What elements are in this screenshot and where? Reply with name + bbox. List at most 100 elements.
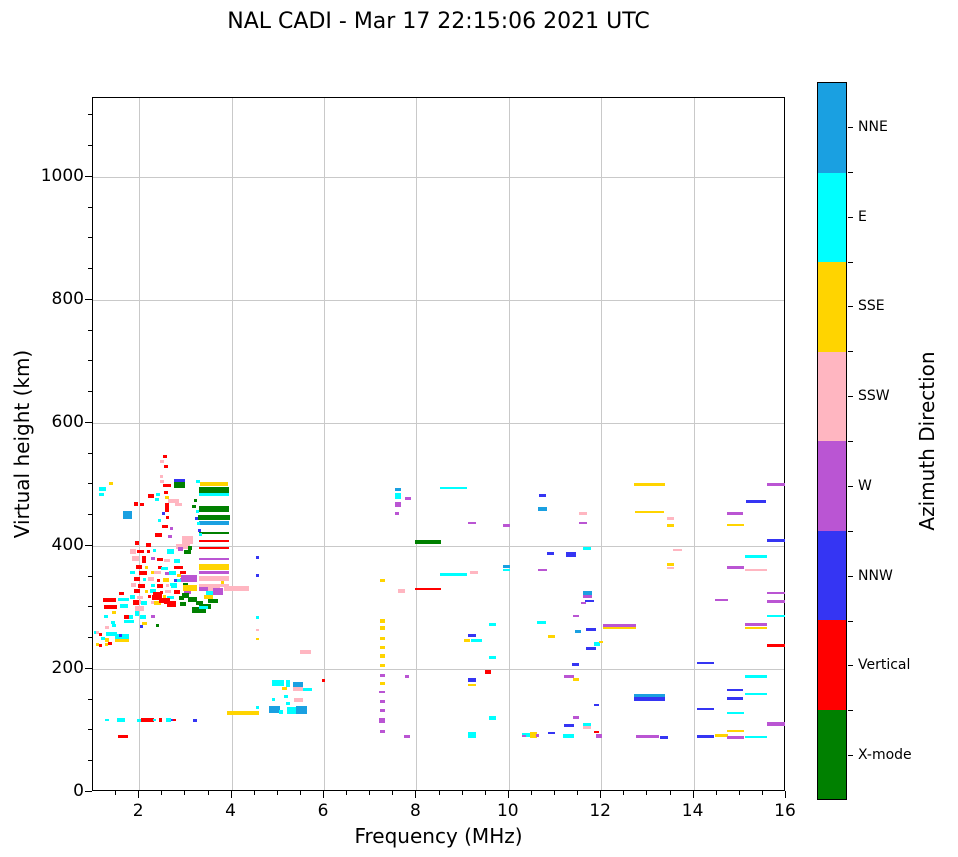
data-mark-V bbox=[137, 549, 144, 554]
data-mark-SSW bbox=[578, 511, 587, 515]
data-mark-SSE bbox=[464, 639, 470, 643]
data-mark-V bbox=[156, 578, 161, 582]
data-mark-E bbox=[134, 610, 140, 616]
colorbar-boundary-tick bbox=[848, 261, 853, 263]
colorbar-boundary-tick bbox=[848, 171, 853, 173]
data-mark-NNW bbox=[563, 724, 574, 728]
data-mark-E bbox=[136, 719, 142, 723]
colorbar-boundary-tick bbox=[848, 620, 853, 622]
data-mark-X bbox=[179, 601, 187, 606]
data-mark-E bbox=[256, 706, 260, 710]
data-mark-NNW bbox=[696, 661, 714, 665]
x-tick-label: 8 bbox=[409, 801, 421, 821]
data-mark-X bbox=[195, 601, 203, 605]
data-mark-W bbox=[578, 521, 587, 525]
data-mark-V bbox=[164, 503, 170, 513]
data-mark-X bbox=[178, 596, 185, 601]
x-minor-tick bbox=[115, 791, 117, 795]
data-mark-SSE bbox=[162, 595, 167, 599]
data-mark-E bbox=[139, 615, 147, 620]
y-major-tick bbox=[85, 175, 92, 177]
data-mark-E bbox=[149, 588, 157, 593]
data-mark-NNW bbox=[255, 573, 260, 577]
data-mark-SSW bbox=[163, 558, 171, 562]
data-mark-SSW bbox=[255, 628, 259, 632]
data-mark-V bbox=[156, 557, 164, 562]
data-mark-V bbox=[173, 718, 177, 722]
data-mark-V bbox=[164, 490, 168, 494]
data-mark-W bbox=[766, 482, 786, 486]
data-mark-E bbox=[284, 695, 288, 699]
data-mark-V bbox=[153, 592, 163, 599]
data-mark-W bbox=[178, 547, 184, 551]
data-mark-V bbox=[164, 464, 168, 469]
data-mark-E bbox=[285, 680, 291, 688]
data-mark-V bbox=[147, 595, 151, 599]
data-mark-SSW bbox=[166, 583, 170, 587]
data-mark-SSE bbox=[379, 636, 385, 640]
gridline-x bbox=[693, 98, 695, 790]
data-mark-SSE bbox=[715, 733, 728, 738]
y-major-tick bbox=[85, 667, 92, 669]
data-mark-V bbox=[141, 718, 154, 722]
data-mark-NNW bbox=[546, 552, 554, 555]
data-mark-SSE bbox=[379, 645, 385, 649]
data-mark-E bbox=[536, 620, 546, 624]
data-mark-V bbox=[321, 679, 325, 683]
x-minor-tick bbox=[161, 791, 163, 795]
data-mark-E bbox=[169, 583, 178, 587]
data-mark-E bbox=[583, 546, 592, 550]
y-minor-tick bbox=[88, 483, 92, 485]
data-mark-SSE bbox=[198, 564, 230, 570]
data-mark-SSE bbox=[142, 621, 148, 625]
x-minor-tick bbox=[669, 791, 671, 795]
data-mark-NNW bbox=[586, 628, 596, 632]
data-mark-W bbox=[394, 512, 400, 516]
y-minor-tick bbox=[88, 514, 92, 516]
data-mark-NNW bbox=[194, 517, 199, 521]
data-mark-SSE bbox=[220, 581, 225, 585]
data-mark-E bbox=[467, 732, 476, 739]
data-mark-SSW bbox=[154, 571, 161, 575]
data-mark-W bbox=[151, 556, 155, 560]
data-mark-X bbox=[198, 486, 230, 490]
colorbar-category-label: E bbox=[858, 208, 867, 225]
data-mark-V bbox=[158, 718, 163, 722]
data-mark-W bbox=[405, 496, 412, 501]
data-mark-X bbox=[174, 481, 186, 489]
x-minor-tick bbox=[461, 791, 463, 795]
data-mark-V bbox=[133, 600, 139, 605]
data-mark-V bbox=[118, 734, 128, 739]
data-mark-W bbox=[522, 734, 526, 738]
data-mark-SSE bbox=[227, 711, 259, 716]
data-mark-SSW bbox=[673, 548, 682, 551]
data-mark-NNE bbox=[123, 510, 133, 520]
data-mark-SSW bbox=[159, 474, 164, 478]
data-mark-NNW bbox=[586, 647, 596, 651]
x-major-tick bbox=[600, 791, 602, 798]
x-tick-label: 6 bbox=[317, 801, 329, 821]
data-mark-E bbox=[111, 620, 116, 624]
data-mark-NNW bbox=[548, 731, 555, 735]
colorbar-tick bbox=[848, 755, 853, 757]
data-mark-SSW bbox=[136, 595, 144, 600]
data-mark-E bbox=[593, 641, 600, 646]
data-mark-NNW bbox=[538, 493, 547, 497]
y-minor-tick bbox=[88, 606, 92, 608]
colorbar-category-label: SSE bbox=[858, 298, 885, 315]
data-mark-E bbox=[271, 698, 275, 702]
y-tick-label: 400 bbox=[51, 534, 84, 555]
data-mark-V bbox=[162, 524, 168, 528]
data-mark-W bbox=[563, 675, 574, 679]
data-mark-V bbox=[134, 540, 140, 545]
data-mark-V bbox=[158, 565, 162, 569]
x-minor-tick bbox=[207, 791, 209, 795]
gridline-y bbox=[93, 545, 784, 547]
data-mark-V bbox=[166, 516, 170, 520]
data-mark-W bbox=[766, 592, 786, 595]
y-tick-label: 1000 bbox=[40, 165, 84, 186]
data-mark-NNE bbox=[582, 590, 592, 595]
plot-area bbox=[92, 97, 786, 791]
data-mark-W bbox=[468, 521, 476, 525]
data-mark-SSE bbox=[468, 683, 476, 687]
